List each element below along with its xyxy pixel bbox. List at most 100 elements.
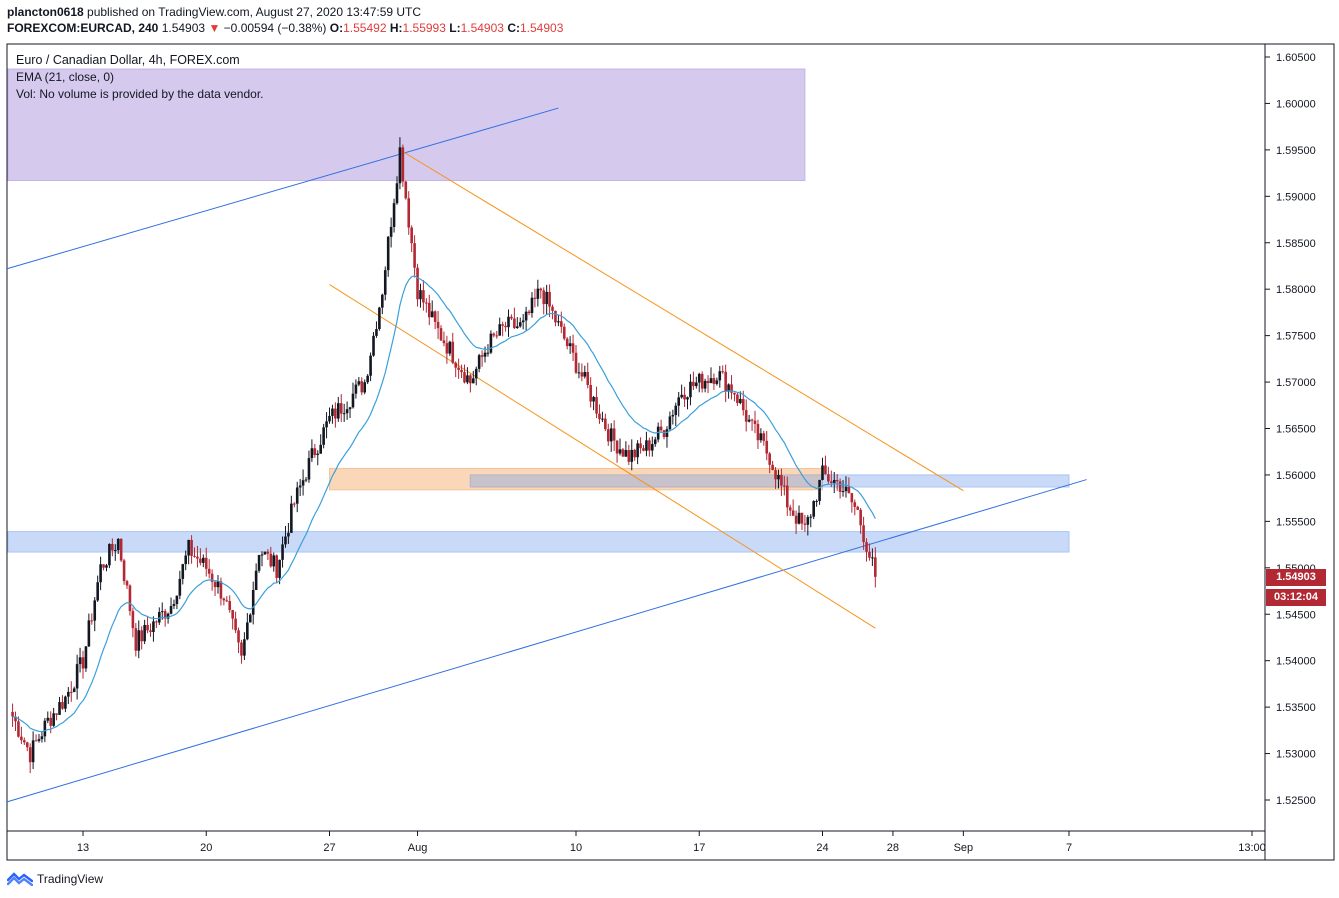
upper-blue-trendline[interactable] (6, 107, 559, 270)
candle (633, 448, 636, 461)
lower-orange-trendline[interactable] (329, 284, 876, 629)
candle (301, 469, 305, 496)
candle (248, 613, 252, 623)
publisher-name[interactable]: plancton0618 (7, 5, 84, 19)
lower-blue-trendline[interactable] (6, 479, 1087, 803)
last-price: 1.54903 (161, 21, 206, 35)
candle (527, 309, 531, 316)
candle (113, 544, 117, 561)
candle (762, 430, 766, 446)
candle (75, 654, 79, 700)
candle (395, 176, 399, 205)
y-tick-label: 1.60500 (1276, 52, 1316, 64)
candle (521, 314, 525, 330)
candle (583, 365, 587, 379)
candle (146, 616, 149, 634)
candle (11, 703, 14, 727)
candle (442, 331, 446, 347)
purple-zone[interactable] (7, 68, 806, 182)
x-tick-label: Aug (408, 842, 428, 854)
candle (125, 579, 129, 590)
legend-volume: Vol: No volume is provided by the data v… (16, 87, 264, 101)
candle (536, 279, 540, 307)
x-tick-label: 28 (887, 842, 899, 854)
candle (562, 323, 566, 341)
candle (246, 613, 249, 641)
close-label: C: (507, 21, 520, 35)
last-price-tag: 1.54903 (1266, 569, 1326, 586)
candle (290, 495, 293, 534)
candles-layer (11, 137, 877, 774)
tradingview-brand[interactable]: TradingView (7, 872, 103, 886)
candle (266, 549, 270, 560)
candle (686, 396, 689, 410)
candle (354, 379, 358, 399)
upper-orange-trendline[interactable] (399, 149, 964, 492)
candle (243, 632, 246, 661)
candle (853, 499, 857, 516)
candle (659, 419, 663, 432)
candle (334, 402, 337, 428)
candle (111, 538, 114, 557)
candle (677, 392, 681, 417)
candle (618, 438, 622, 456)
candle (624, 441, 628, 457)
candle (269, 546, 273, 568)
candle (69, 681, 73, 702)
candle (463, 364, 466, 384)
candle (319, 434, 322, 454)
y-axis-ticks: 1.60500 1.60000 1.59500 1.59000 1.58500 1.580… (1265, 52, 1316, 807)
candle (747, 414, 751, 423)
candle (736, 392, 739, 406)
candle (457, 358, 460, 379)
candle (108, 543, 111, 569)
y-tick-label: 1.59000 (1276, 191, 1316, 203)
candle (307, 450, 311, 483)
candle (542, 287, 546, 315)
candle (345, 401, 349, 420)
candle (398, 137, 402, 190)
candle (630, 439, 634, 471)
candle (871, 548, 874, 566)
y-tick-label: 1.52500 (1276, 795, 1316, 807)
candle (287, 523, 290, 544)
candle (850, 492, 854, 513)
candle (257, 554, 261, 573)
candle (568, 336, 572, 354)
candle (560, 311, 563, 334)
grey-zone[interactable] (469, 474, 823, 488)
candle (750, 418, 754, 431)
candle (37, 733, 41, 743)
candle (445, 335, 449, 364)
candle (783, 476, 786, 496)
close-value: 1.54903 (519, 21, 564, 35)
candle (231, 609, 234, 630)
candle (785, 476, 789, 516)
candle (328, 407, 331, 424)
candle (381, 293, 384, 315)
candle (222, 597, 226, 606)
change-value: −0.00594 (−0.38%) (223, 21, 327, 35)
candle (84, 646, 88, 672)
blue-zone-lower[interactable] (7, 531, 1070, 553)
candle (43, 718, 47, 743)
candle (524, 306, 528, 331)
candle (166, 612, 170, 624)
candle (753, 410, 757, 434)
candle (874, 547, 877, 588)
candle (34, 734, 38, 742)
candle (310, 439, 314, 462)
candle (90, 613, 94, 625)
y-tick-label: 1.58500 (1276, 238, 1316, 250)
candle (545, 284, 548, 315)
candle (856, 505, 860, 511)
candle (733, 392, 736, 402)
legend-ema[interactable]: EMA (21, close, 0) (16, 70, 115, 84)
candle (706, 375, 710, 394)
candle (342, 403, 346, 422)
candle (263, 551, 267, 555)
candle (844, 476, 848, 498)
candle (363, 379, 367, 395)
y-tick-label: 1.56000 (1276, 470, 1316, 482)
